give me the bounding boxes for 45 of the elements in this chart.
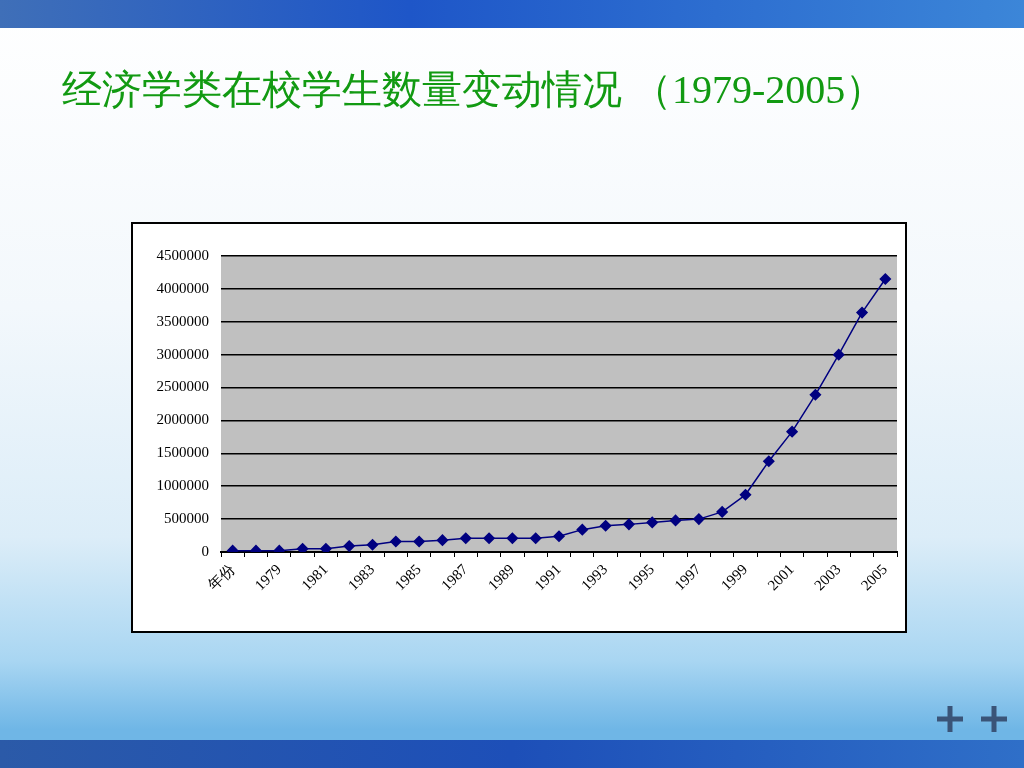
point [576,523,589,536]
point [436,534,449,546]
point [716,506,728,518]
x-tick-label: 1983 [344,560,378,594]
point [553,530,565,542]
point [599,519,612,532]
point [366,539,379,551]
y-tick-label: 500000 [164,510,209,527]
point [296,542,309,552]
x-tick-label: 1999 [717,560,751,594]
point [646,516,658,529]
y-tick-label: 2000000 [156,411,209,428]
y-tick-label: 2500000 [156,378,209,395]
point [832,348,845,361]
x-tick-label: 1993 [578,560,611,594]
point [879,273,892,285]
point [413,535,425,548]
point [809,389,822,401]
y-tick-label: 1500000 [156,444,209,461]
point [623,518,635,531]
y-tick-label: 4500000 [156,246,209,263]
x-tick-label: 1989 [484,560,518,594]
y-tick-label: 3000000 [156,345,209,362]
point [856,306,868,319]
x-tick-label: 1979 [251,560,285,594]
chart-title: 经济学类在校学生数量变动情况 （1979-2005） [62,66,886,114]
point [739,489,752,501]
y-tick-label: 3500000 [156,312,209,329]
point [786,425,798,438]
point [669,514,682,527]
y-tick-label: 0 [201,542,209,559]
point [529,532,542,544]
point [390,535,402,548]
point [320,542,332,552]
point [343,540,355,552]
y-tick-label: 1000000 [156,477,209,494]
point [763,455,775,467]
y-tick-label: 4000000 [156,279,209,296]
x-tick-label: 1991 [531,560,564,594]
point [460,532,472,544]
point [693,513,705,525]
x-tick-label: 年份 [205,560,238,594]
x-tick-label: 1981 [298,560,331,594]
point [506,532,519,544]
point [483,532,495,544]
